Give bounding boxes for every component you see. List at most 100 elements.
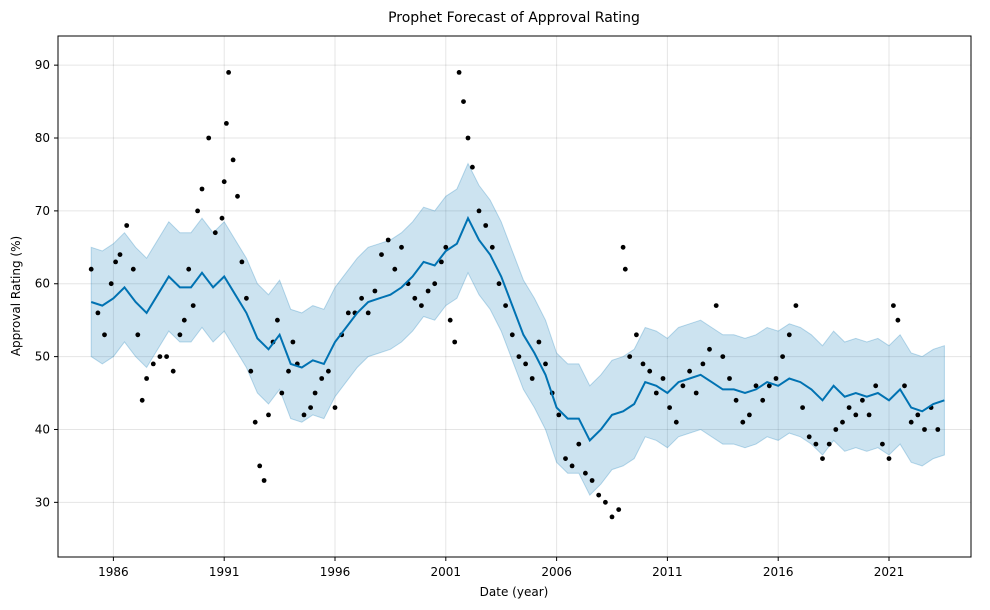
observed-point	[483, 223, 489, 228]
observed-point	[221, 179, 227, 185]
observed-point	[873, 383, 879, 389]
x-tick-label: 2011	[652, 565, 683, 579]
observed-point	[170, 368, 176, 374]
observed-point	[301, 412, 307, 418]
observed-point	[727, 376, 732, 381]
observed-point	[108, 281, 114, 287]
observed-point	[226, 70, 232, 75]
chart-title: Prophet Forecast of Approval Rating	[388, 10, 640, 26]
observed-point	[230, 157, 236, 163]
observed-point	[589, 478, 595, 483]
observed-point	[186, 266, 192, 272]
observed-point	[130, 266, 136, 272]
observed-point	[124, 223, 130, 228]
observed-point	[181, 317, 187, 323]
observed-point	[503, 303, 508, 308]
forecast-line	[90, 215, 945, 443]
observed-point	[266, 412, 271, 418]
observed-point	[813, 441, 819, 447]
observed-point	[886, 456, 892, 461]
y-axis: 30 40 50 60 70 80 90	[35, 58, 58, 509]
observed-point	[766, 383, 772, 389]
observed-point	[640, 361, 646, 367]
observed-point	[252, 419, 258, 425]
observed-point	[603, 499, 608, 505]
observed-point	[117, 252, 123, 257]
observed-point	[653, 390, 659, 396]
observed-point	[627, 354, 633, 359]
observed-point	[866, 412, 872, 418]
x-tick-label: 2006	[541, 565, 572, 579]
observed-point	[840, 419, 845, 425]
observed-point	[713, 303, 719, 308]
x-tick-label: 2016	[763, 565, 794, 579]
observed-point	[673, 419, 679, 425]
observed-point	[786, 332, 792, 338]
observed-point	[880, 441, 885, 447]
observed-point	[164, 354, 170, 359]
observed-point	[596, 492, 602, 498]
observed-point	[780, 354, 785, 359]
observed-point	[846, 405, 852, 410]
observed-point	[275, 317, 280, 323]
y-tick-label: 40	[35, 422, 50, 436]
observed-point	[609, 514, 615, 520]
observed-point	[620, 244, 626, 250]
observed-point	[212, 230, 218, 236]
observed-point	[556, 412, 562, 418]
observed-point	[895, 317, 901, 323]
observed-point	[826, 441, 832, 447]
x-tick-label: 1991	[209, 565, 240, 579]
observed-point	[563, 456, 568, 461]
x-tick-label: 1996	[320, 565, 351, 579]
observed-point	[308, 405, 313, 410]
observed-point	[219, 215, 225, 221]
y-axis-label: Approval Rating (%)	[9, 236, 23, 356]
x-axis: 1986 1991 1996 2001 2006 2011 2016 2021	[98, 557, 904, 579]
observed-point	[543, 361, 548, 367]
observed-point	[456, 70, 462, 75]
observed-point	[647, 368, 653, 374]
observed-point	[465, 135, 471, 141]
observed-point	[667, 405, 672, 410]
observed-point	[319, 376, 325, 381]
observed-point	[680, 383, 686, 389]
observed-point	[915, 412, 921, 418]
observed-point	[922, 427, 927, 432]
observed-point	[700, 361, 706, 367]
observed-point	[379, 252, 384, 257]
x-axis-label: Date (year)	[480, 585, 549, 599]
observed-point	[144, 376, 150, 381]
observed-point	[113, 259, 118, 265]
observed-point	[150, 361, 156, 367]
observed-point	[760, 397, 766, 403]
observed-point	[833, 427, 839, 432]
x-tick-label: 1986	[98, 565, 129, 579]
observed-point	[476, 208, 482, 214]
observed-point	[195, 208, 201, 214]
observed-point	[509, 332, 515, 338]
observed-point	[470, 164, 475, 170]
observed-point	[224, 121, 229, 126]
observed-point	[312, 390, 318, 396]
observed-point	[443, 244, 449, 250]
observed-point	[244, 295, 249, 301]
y-tick-label: 90	[35, 58, 50, 72]
observed-point	[286, 368, 291, 374]
observed-point	[523, 361, 528, 367]
observed-point	[793, 303, 799, 308]
y-tick-label: 70	[35, 204, 50, 218]
observed-point	[616, 507, 622, 512]
observed-point	[139, 397, 145, 403]
observed-point	[806, 434, 812, 440]
observed-point	[359, 295, 364, 301]
observed-point	[439, 259, 444, 265]
observed-point	[720, 354, 726, 359]
y-tick-label: 60	[35, 277, 50, 291]
observed-point	[853, 412, 859, 418]
observed-point	[190, 303, 196, 308]
uncertainty-interval	[90, 162, 945, 496]
observed-point	[419, 303, 424, 308]
observed-point	[279, 390, 285, 396]
